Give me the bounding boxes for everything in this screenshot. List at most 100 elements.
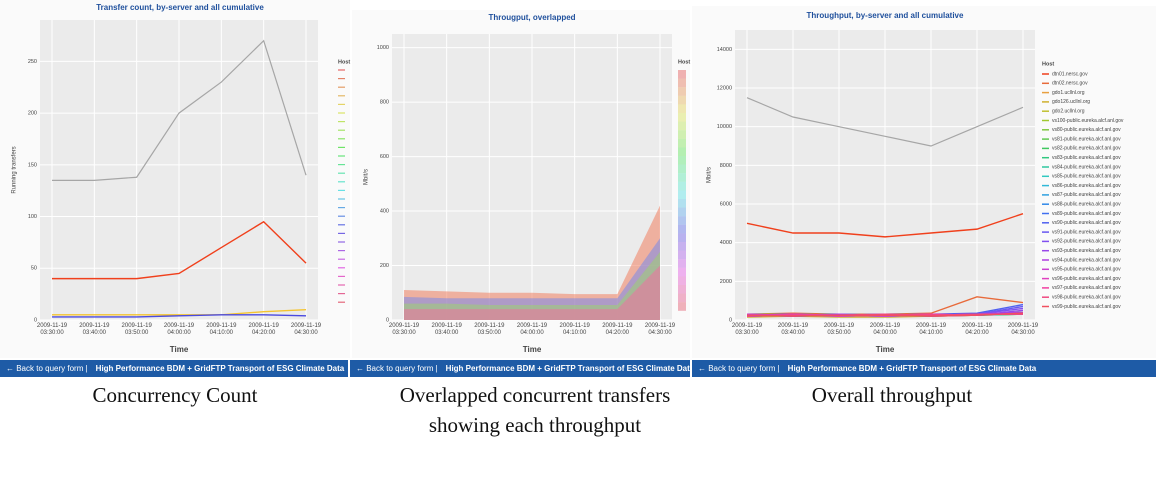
legend-swatch (678, 147, 686, 156)
y-tick-label: 8000 (720, 163, 732, 169)
x-tick-label: 2009-11-19 03:50:00 (474, 323, 505, 336)
footer-title: High Performance BDM + GridFTP Transport… (95, 364, 345, 373)
legend-title: Host (338, 59, 350, 65)
x-tick-label: 2009-11-19 04:10:00 (206, 323, 237, 336)
legend-label: vs92-public.eureka.alcf.anl.gov (1052, 239, 1121, 245)
legend-label: vs86-public.eureka.alcf.anl.gov (1052, 183, 1121, 189)
legend-swatch (678, 70, 686, 79)
series-line (746, 312, 1024, 317)
series-line (746, 313, 1023, 317)
legend-swatch (678, 276, 686, 285)
legend-swatch (678, 78, 686, 88)
caption: Overlapped concurrent transfers showing … (399, 383, 671, 437)
legend-label: gdo2.ucllnl.org (1052, 109, 1085, 115)
x-tick-label: 2009-11-19 04:10:00 (559, 323, 590, 336)
footer-bar: ← Back to query form | High Performance B… (0, 360, 348, 377)
caption: Concurrency Count (92, 383, 258, 407)
legend-label: gdo1.ucllnl.org (1052, 90, 1085, 96)
legend-swatch (678, 224, 686, 234)
legend-label: vs80-public.eureka.alcf.anl.gov (1052, 127, 1121, 133)
back-link[interactable]: ← Back to query form | (6, 364, 88, 373)
x-tick-label: 2009-11-19 04:20:00 (248, 323, 279, 336)
legend-title: Host (678, 59, 690, 65)
legend-label: gdo126.ucllnl.org (1052, 99, 1090, 105)
y-tick-label: 150 (28, 162, 37, 168)
y-tick-label: 1000 (377, 45, 389, 51)
y-axis-label: Running transfers (12, 146, 18, 193)
x-tick-label: 2009-11-19 03:40:00 (79, 323, 110, 336)
series-line (52, 308, 307, 316)
legend-swatch (678, 302, 686, 311)
legend-label: vs84-public.eureka.alcf.anl.gov (1052, 164, 1121, 170)
legend-label: vs85-public.eureka.alcf.anl.gov (1052, 174, 1121, 180)
legend-label: vs83-public.eureka.alcf.anl.gov (1052, 155, 1121, 161)
legend-swatch (678, 259, 686, 268)
x-axis-label: Time (170, 345, 189, 354)
y-tick-label: 600 (380, 154, 389, 160)
legend-swatch (678, 233, 686, 242)
legend-swatch (678, 113, 686, 122)
legend-swatch (678, 104, 686, 113)
y-tick-label: 200 (28, 111, 37, 117)
legend-label: vs93-public.eureka.alcf.anl.gov (1052, 248, 1121, 254)
series-area (404, 265, 660, 320)
y-tick-label: 4000 (720, 240, 732, 246)
x-tick-label: 2009-11-19 04:30:00 (290, 323, 322, 336)
series-line (52, 314, 307, 318)
legend-label: dtn02.nersc.gov (1052, 81, 1088, 87)
chart-title: Throughput, by-server and all cumulative (807, 11, 964, 20)
x-axis-label: Time (523, 345, 542, 354)
x-tick-label: 2009-11-19 04:00:00 (869, 323, 901, 336)
footer-bar: ← Back to query form | High Performance B… (692, 360, 1156, 377)
series-line (746, 97, 1024, 147)
legend-swatch (678, 216, 686, 225)
legend-swatch (678, 242, 686, 251)
footer-bar: ← Back to query form | High Performance B… (350, 360, 690, 377)
legend-label: vs96-public.eureka.alcf.anl.gov (1052, 276, 1121, 282)
series-line (52, 39, 307, 181)
x-tick-label: 2009-11-19 04:20:00 (602, 323, 633, 336)
legend-label: vs95-public.eureka.alcf.anl.gov (1052, 267, 1121, 273)
series-line (746, 213, 1024, 238)
legend-swatch (678, 173, 686, 182)
x-tick-label: 2009-11-19 03:30:00 (36, 323, 68, 336)
y-tick-label: 6000 (720, 201, 732, 207)
y-tick-label: 14000 (717, 47, 732, 53)
legend-title: Host (1042, 61, 1054, 67)
y-tick-label: 50 (31, 266, 37, 272)
y-tick-label: 0 (729, 317, 732, 323)
x-tick-label: 2009-11-19 03:50:00 (121, 323, 152, 336)
legend-swatch (678, 156, 686, 165)
x-tick-label: 2009-11-19 04:00:00 (516, 323, 548, 336)
x-tick-label: 2009-11-19 04:20:00 (961, 323, 993, 336)
legend-swatch (678, 121, 686, 131)
y-tick-label: 10000 (717, 124, 732, 130)
legend-swatch (678, 87, 686, 96)
legend-swatch (678, 285, 686, 294)
x-tick-label: 2009-11-19 03:40:00 (431, 323, 462, 336)
legend-swatch (678, 190, 686, 199)
legend-swatch (678, 138, 686, 148)
series-area (404, 238, 660, 320)
x-tick-label: 2009-11-19 04:00:00 (163, 323, 195, 336)
legend-label: vs99-public.eureka.alcf.anl.gov (1052, 304, 1121, 310)
chart-title: Transfer count, by-server and all cumula… (96, 3, 264, 12)
y-tick-label: 800 (380, 100, 389, 106)
legend-swatch (678, 250, 686, 260)
legend-label: vs81-public.eureka.alcf.anl.gov (1052, 136, 1121, 142)
y-tick-label: 400 (380, 209, 389, 215)
y-tick-label: 200 (380, 263, 389, 269)
legend-swatch (678, 293, 686, 303)
legend-swatch (678, 181, 686, 191)
x-tick-label: 2009-11-19 03:40:00 (777, 323, 809, 336)
legend-swatch (678, 207, 686, 217)
x-tick-label: 2009-11-19 03:30:00 (388, 323, 420, 336)
y-tick-label: 100 (28, 214, 37, 220)
back-link[interactable]: ← Back to query form | (356, 364, 438, 373)
legend-label: vs89-public.eureka.alcf.anl.gov (1052, 211, 1121, 217)
legend-swatch (678, 267, 686, 277)
back-link[interactable]: ← Back to query form | (698, 364, 780, 373)
legend-label: vs91-public.eureka.alcf.anl.gov (1052, 229, 1121, 235)
legend-label: vs98-public.eureka.alcf.anl.gov (1052, 295, 1121, 301)
